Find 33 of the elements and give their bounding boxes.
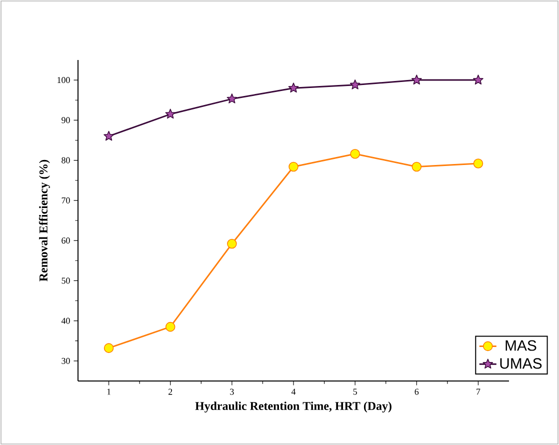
- x-tick-label: 5: [353, 388, 357, 395]
- y-tick-label: 60: [62, 238, 70, 244]
- point: [165, 322, 176, 332]
- x-tick-label: 2: [168, 388, 172, 395]
- point: [104, 130, 114, 141]
- point: [227, 238, 237, 249]
- x-tick-label: 6: [414, 388, 419, 395]
- legend-label: MAS: [506, 340, 536, 351]
- x-axis-title: Hydraulic Retention Time, HRT (Day): [195, 402, 392, 412]
- x-tick-label: 1: [107, 388, 111, 395]
- point: [350, 79, 360, 90]
- point: [104, 343, 114, 353]
- y-tick-label: 40: [61, 318, 70, 324]
- point: [350, 148, 360, 159]
- x-tick-label: 4: [291, 388, 296, 395]
- y-tick-label: 100: [58, 77, 70, 84]
- point: [412, 162, 422, 172]
- y-tick-label: 80: [62, 157, 70, 164]
- y-tick-label: 50: [62, 278, 70, 284]
- y-tick-label: 30: [62, 358, 70, 364]
- y-tick-label: 90: [62, 117, 70, 124]
- point: [226, 94, 238, 104]
- y-axis-title: Removal Efficiency (%): [38, 160, 50, 282]
- x-tick-label: 7: [476, 388, 480, 395]
- legend-label: UMAS: [500, 358, 542, 369]
- y-tick-label: 70: [62, 197, 70, 204]
- point: [288, 162, 298, 172]
- point: [288, 82, 299, 93]
- point: [473, 158, 484, 168]
- point: [473, 74, 484, 84]
- point: [411, 74, 422, 84]
- x-tick-label: 3: [230, 388, 234, 395]
- point: [165, 108, 176, 119]
